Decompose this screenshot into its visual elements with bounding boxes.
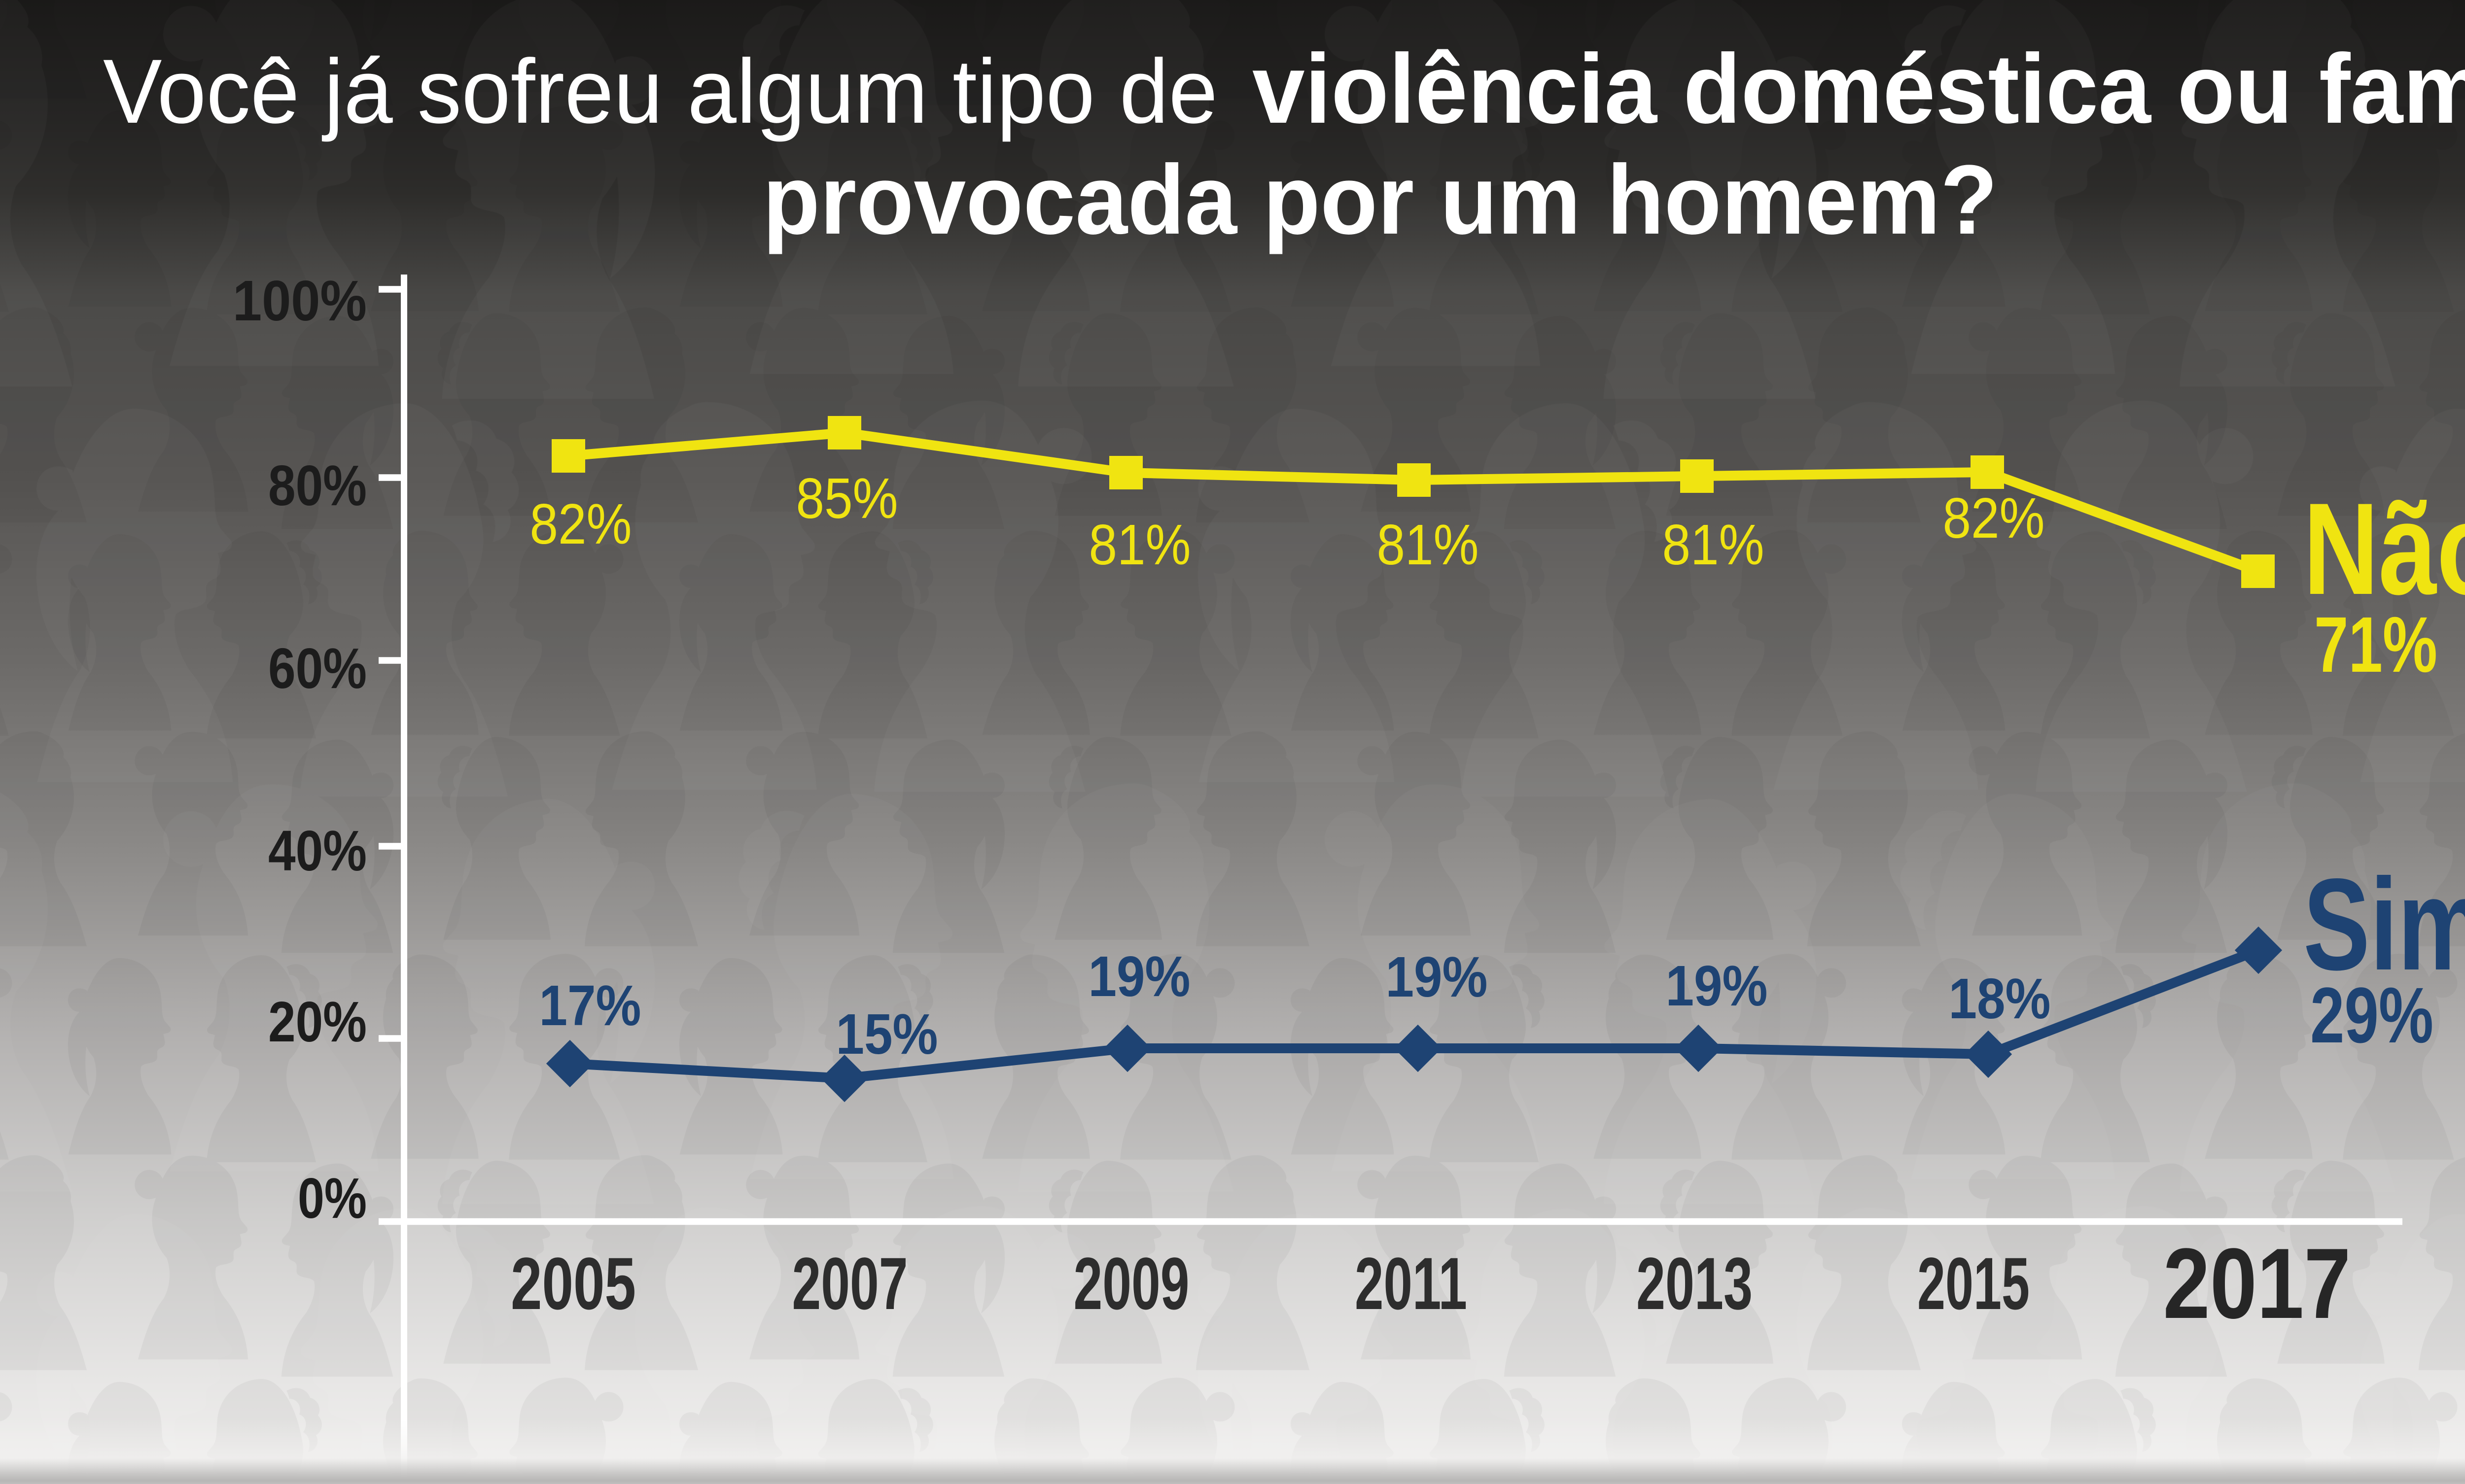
svg-text:29%: 29% [2310,971,2433,1059]
svg-text:2005: 2005 [511,1242,636,1325]
svg-text:40%: 40% [268,819,367,883]
svg-text:18%: 18% [1949,966,2051,1031]
svg-text:17%: 17% [539,973,641,1037]
svg-text:82%: 82% [530,492,632,556]
svg-text:0%: 0% [298,1166,367,1230]
svg-text:82%: 82% [1943,486,2045,550]
svg-text:20%: 20% [268,990,367,1054]
svg-text:81%: 81% [1089,513,1191,577]
svg-text:violência doméstica ou familia: violência doméstica ou familiar [1252,34,2465,144]
svg-text:2013: 2013 [1636,1242,1753,1325]
svg-text:19%: 19% [1666,954,1768,1018]
svg-text:2017: 2017 [2163,1228,2351,1340]
svg-text:Não: Não [2303,476,2465,622]
svg-text:100%: 100% [233,269,367,333]
svg-text:2007: 2007 [792,1242,908,1325]
svg-text:60%: 60% [268,636,367,700]
svg-text:71%: 71% [2314,600,2437,689]
svg-text:Sim: Sim [2303,852,2465,998]
svg-text:Você já sofreu algum tipo de: Você já sofreu algum tipo de [103,41,1218,142]
svg-text:81%: 81% [1377,513,1479,577]
svg-text:15%: 15% [836,1002,938,1066]
svg-text:19%: 19% [1386,945,1488,1009]
svg-text:19%: 19% [1089,944,1191,1008]
svg-text:2015: 2015 [1917,1242,2030,1325]
svg-text:2009: 2009 [1074,1242,1190,1325]
svg-text:80%: 80% [268,453,367,518]
svg-text:provocada por um homem?: provocada por um homem? [763,145,1998,255]
svg-text:85%: 85% [796,466,898,530]
svg-text:81%: 81% [1662,513,1764,577]
svg-text:2011: 2011 [1355,1242,1467,1325]
